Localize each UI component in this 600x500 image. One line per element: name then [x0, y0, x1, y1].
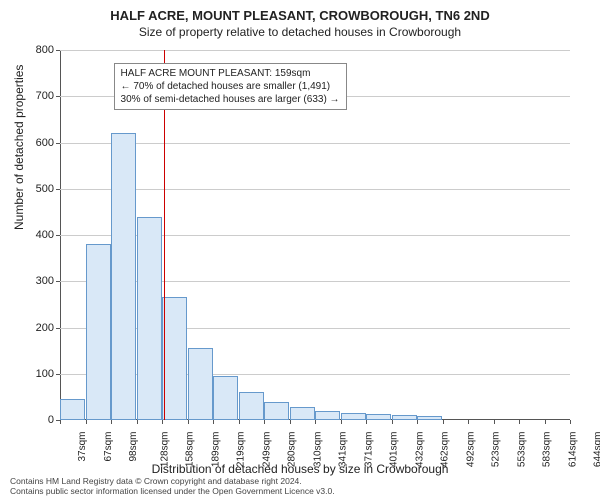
xtick-mark	[341, 420, 342, 424]
info-box: HALF ACRE MOUNT PLEASANT: 159sqm← 70% of…	[114, 63, 347, 110]
xtick-mark	[137, 420, 138, 424]
ytick-label: 300	[14, 275, 54, 287]
ytick-mark	[56, 96, 60, 97]
xtick-mark	[60, 420, 61, 424]
histogram-bar	[315, 411, 340, 420]
histogram-bar	[239, 392, 264, 420]
histogram-bar	[366, 414, 391, 420]
histogram-bar	[86, 244, 111, 420]
xtick-label: 37sqm	[77, 432, 88, 462]
histogram-bar	[162, 297, 187, 420]
histogram-bar	[264, 402, 289, 421]
xtick-mark	[86, 420, 87, 424]
histogram-bar	[392, 415, 417, 420]
plot-region: 010020030040050060070080037sqm67sqm98sqm…	[60, 50, 570, 420]
gridline	[60, 189, 570, 190]
footer-line-2: Contains public sector information licen…	[10, 486, 335, 496]
ytick-mark	[56, 281, 60, 282]
xtick-mark	[392, 420, 393, 424]
ytick-mark	[56, 50, 60, 51]
xtick-mark	[570, 420, 571, 424]
info-box-line: ← 70% of detached houses are smaller (1,…	[121, 80, 340, 93]
ytick-label: 0	[14, 414, 54, 426]
gridline	[60, 143, 570, 144]
xtick-mark	[366, 420, 367, 424]
xtick-mark	[111, 420, 112, 424]
ytick-label: 200	[14, 322, 54, 334]
xtick-mark	[188, 420, 189, 424]
xtick-mark	[315, 420, 316, 424]
plot-area: 010020030040050060070080037sqm67sqm98sqm…	[60, 50, 570, 420]
xtick-mark	[290, 420, 291, 424]
histogram-bar	[137, 217, 162, 420]
ytick-label: 400	[14, 229, 54, 241]
ytick-label: 100	[14, 368, 54, 380]
histogram-bar	[111, 133, 136, 420]
ytick-mark	[56, 328, 60, 329]
footer-line-1: Contains HM Land Registry data © Crown c…	[10, 476, 335, 486]
histogram-bar	[417, 416, 442, 420]
xtick-label: 67sqm	[103, 432, 114, 462]
xtick-mark	[443, 420, 444, 424]
xtick-mark	[468, 420, 469, 424]
ytick-mark	[56, 189, 60, 190]
histogram-bar	[290, 407, 315, 420]
xtick-mark	[519, 420, 520, 424]
gridline	[60, 50, 570, 51]
ytick-label: 700	[14, 90, 54, 102]
histogram-bar	[213, 376, 238, 420]
info-box-line: HALF ACRE MOUNT PLEASANT: 159sqm	[121, 67, 340, 80]
xtick-mark	[494, 420, 495, 424]
xtick-label: 98sqm	[128, 432, 139, 462]
xtick-mark	[264, 420, 265, 424]
chart-title: HALF ACRE, MOUNT PLEASANT, CROWBOROUGH, …	[0, 0, 600, 23]
xtick-mark	[239, 420, 240, 424]
xtick-mark	[162, 420, 163, 424]
chart-subtitle: Size of property relative to detached ho…	[0, 23, 600, 39]
ytick-label: 600	[14, 137, 54, 149]
histogram-bar	[188, 348, 213, 420]
histogram-bar	[60, 399, 85, 420]
info-box-line: 30% of semi-detached houses are larger (…	[121, 93, 340, 106]
ytick-label: 800	[14, 44, 54, 56]
histogram-bar	[341, 413, 366, 420]
xtick-mark	[417, 420, 418, 424]
xtick-mark	[545, 420, 546, 424]
footer-attribution: Contains HM Land Registry data © Crown c…	[10, 476, 335, 496]
ytick-mark	[56, 235, 60, 236]
xtick-mark	[213, 420, 214, 424]
ytick-mark	[56, 374, 60, 375]
ytick-label: 500	[14, 183, 54, 195]
chart-container: HALF ACRE, MOUNT PLEASANT, CROWBOROUGH, …	[0, 0, 600, 500]
ytick-mark	[56, 143, 60, 144]
x-axis-label: Distribution of detached houses by size …	[0, 462, 600, 476]
